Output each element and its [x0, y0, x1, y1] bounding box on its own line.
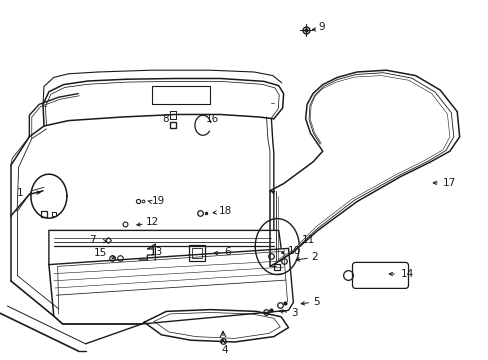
Text: 11: 11 [301, 235, 314, 246]
Text: 19: 19 [151, 196, 164, 206]
Text: 5: 5 [312, 297, 319, 307]
Text: 16: 16 [205, 114, 218, 124]
Text: 7: 7 [89, 235, 96, 245]
Text: 1: 1 [17, 188, 23, 198]
Text: 8: 8 [162, 114, 168, 124]
Text: 18: 18 [218, 206, 231, 216]
Text: 10: 10 [287, 246, 300, 256]
Text: 15: 15 [93, 248, 106, 258]
Text: 6: 6 [224, 247, 230, 257]
Text: 14: 14 [400, 269, 413, 279]
Bar [192, 248, 202, 258]
Text: 2: 2 [311, 252, 318, 262]
Text: 12: 12 [145, 217, 159, 227]
Text: 9: 9 [318, 22, 325, 32]
Bar [189, 245, 204, 261]
Text: 3: 3 [290, 308, 297, 318]
Text: 4: 4 [221, 345, 228, 355]
Text: 17: 17 [442, 178, 455, 188]
Text: 13: 13 [149, 247, 163, 257]
